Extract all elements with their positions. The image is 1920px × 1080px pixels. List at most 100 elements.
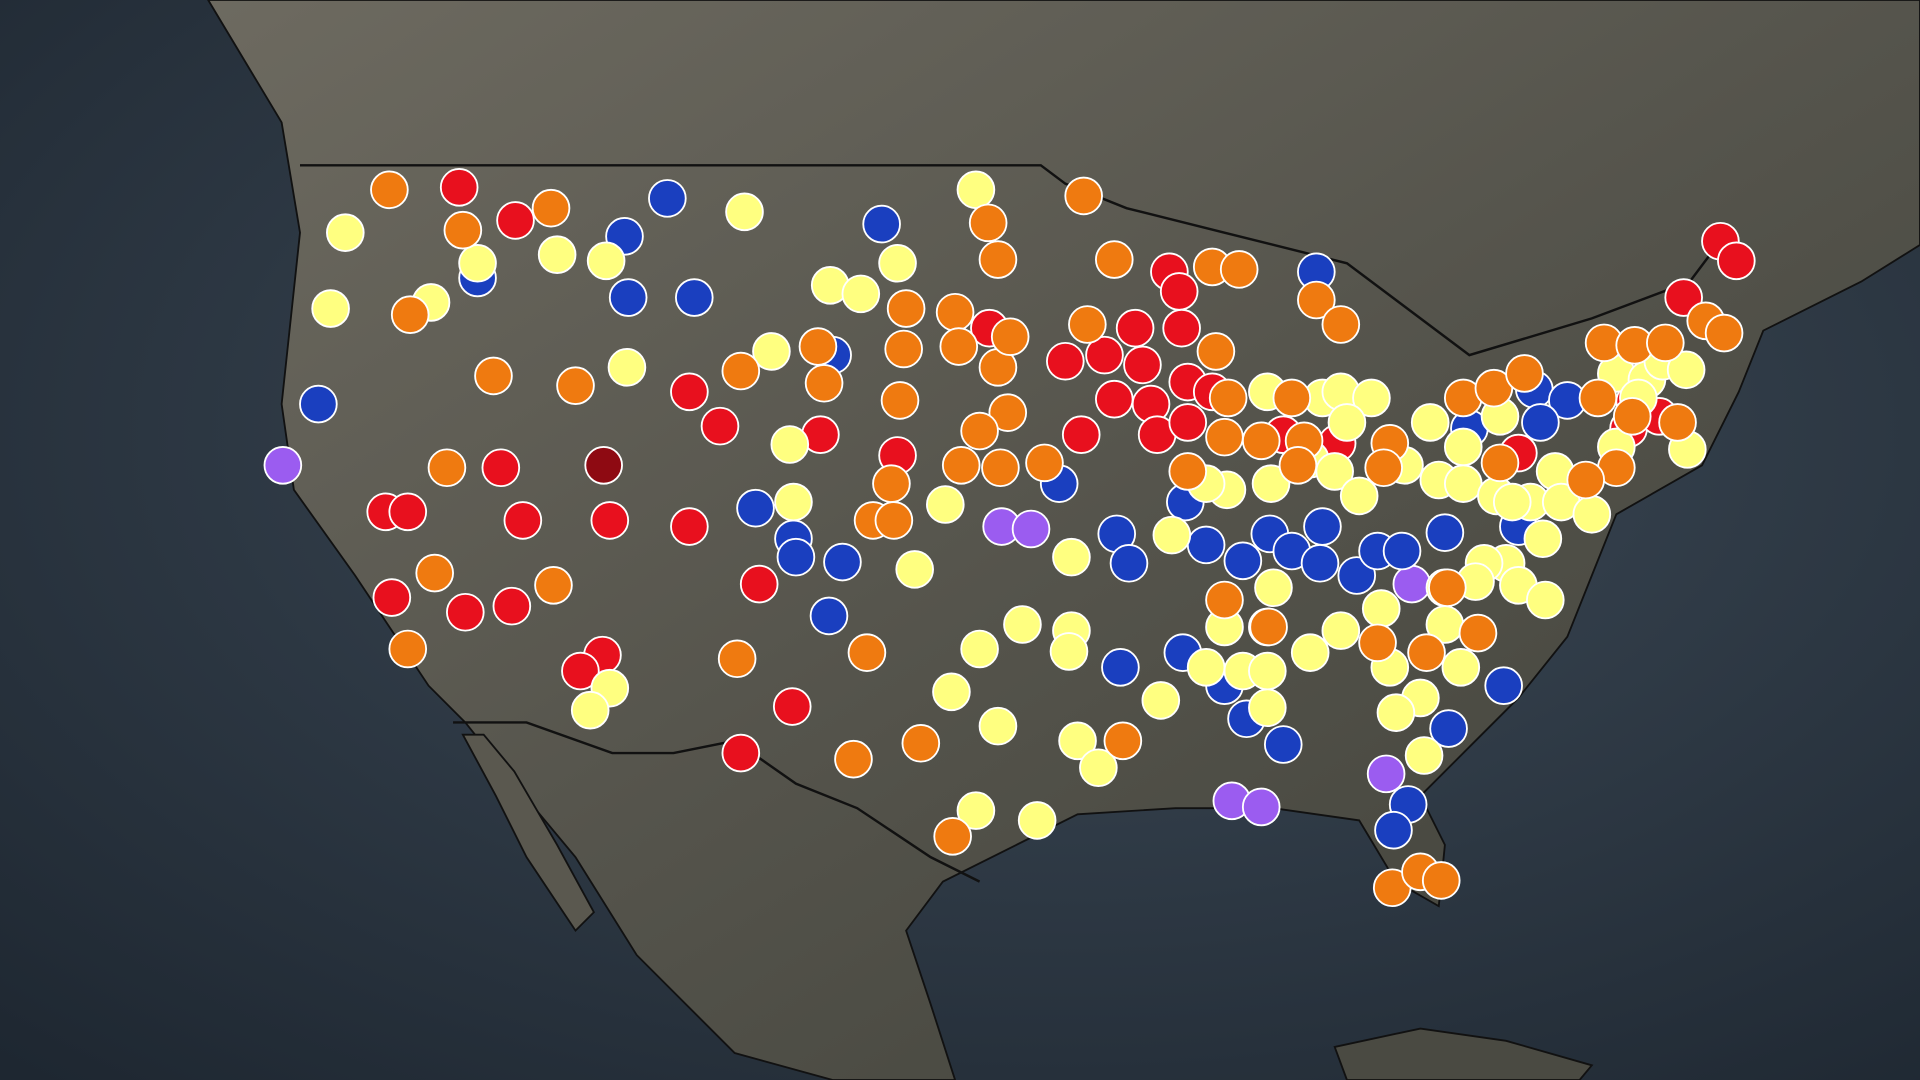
station-dot bbox=[1321, 305, 1361, 344]
station-dot bbox=[1523, 519, 1563, 559]
station-dot bbox=[968, 203, 1008, 243]
station-dot bbox=[1484, 666, 1523, 706]
station-dot bbox=[1492, 482, 1532, 522]
station-dot bbox=[725, 192, 764, 232]
station-dot bbox=[872, 464, 911, 503]
station-dot bbox=[1263, 725, 1303, 764]
station-dot bbox=[1658, 403, 1697, 442]
station-dot bbox=[1241, 421, 1281, 461]
station-dot bbox=[1241, 787, 1281, 827]
station-dot bbox=[1321, 611, 1361, 650]
station-dot bbox=[1300, 543, 1340, 583]
station-dot bbox=[1123, 345, 1162, 385]
station-dot bbox=[1666, 350, 1706, 390]
station-dot bbox=[956, 791, 996, 830]
station-dot bbox=[1425, 513, 1465, 552]
station-dot bbox=[1085, 335, 1124, 375]
station-dot bbox=[1223, 541, 1263, 581]
station-dot bbox=[721, 733, 761, 773]
station-dot bbox=[1572, 495, 1612, 534]
station-dot bbox=[956, 170, 996, 210]
station-dot bbox=[1068, 305, 1107, 344]
station-dot bbox=[752, 332, 791, 371]
station-dot bbox=[1315, 452, 1354, 491]
station-dot bbox=[901, 723, 941, 763]
station-dot bbox=[935, 292, 975, 332]
station-dot bbox=[1186, 648, 1226, 687]
station-dot bbox=[1366, 754, 1406, 794]
station-dot bbox=[847, 633, 887, 672]
station-dot bbox=[1526, 580, 1565, 620]
station-dot bbox=[1251, 464, 1291, 503]
station-dot bbox=[804, 363, 844, 403]
station-dot bbox=[1382, 531, 1422, 571]
station-dot bbox=[1196, 332, 1236, 371]
station-dot bbox=[1290, 633, 1330, 672]
station-dot bbox=[1205, 580, 1244, 620]
station-dot bbox=[770, 425, 810, 464]
station-dot bbox=[584, 446, 623, 485]
station-dot bbox=[988, 393, 1028, 432]
station-dot bbox=[531, 188, 571, 228]
station-dot bbox=[1205, 417, 1244, 457]
station-dot bbox=[874, 501, 914, 540]
station-dots bbox=[263, 168, 1756, 908]
station-dot bbox=[1103, 721, 1143, 761]
station-dot bbox=[933, 817, 972, 856]
station-dot bbox=[878, 243, 917, 283]
station-dot bbox=[1079, 748, 1118, 788]
station-dot bbox=[561, 651, 600, 691]
station-dot bbox=[834, 739, 873, 779]
cuba bbox=[1333, 1027, 1594, 1080]
station-dot bbox=[1404, 736, 1444, 775]
station-dot bbox=[1327, 403, 1367, 442]
station-dot bbox=[607, 348, 647, 387]
station-dot bbox=[1208, 378, 1248, 418]
station-dot bbox=[978, 240, 1018, 279]
station-dot bbox=[1443, 464, 1483, 503]
station-dot bbox=[823, 542, 862, 582]
station-dot bbox=[390, 295, 430, 334]
station-dot bbox=[1505, 354, 1544, 393]
station-dot bbox=[1339, 476, 1379, 516]
station-dot bbox=[978, 706, 1018, 746]
station-dot bbox=[586, 241, 626, 281]
station-dot bbox=[1303, 507, 1342, 546]
station-dot bbox=[1361, 589, 1401, 628]
station-dot bbox=[590, 501, 630, 540]
station-dot bbox=[736, 488, 775, 528]
station-dot bbox=[1429, 709, 1468, 748]
station-dot bbox=[1612, 397, 1652, 436]
station-dot bbox=[608, 278, 648, 317]
station-dot bbox=[932, 672, 971, 712]
station-dot bbox=[1052, 537, 1091, 577]
station-dot bbox=[675, 278, 714, 317]
station-dot bbox=[1407, 633, 1446, 672]
station-dot bbox=[960, 629, 999, 669]
station-dot bbox=[1168, 452, 1208, 491]
station-dot bbox=[1003, 605, 1042, 644]
station-dot bbox=[1248, 688, 1287, 728]
station-dot bbox=[370, 170, 409, 210]
station-dot bbox=[388, 629, 428, 669]
station-dot bbox=[841, 274, 881, 314]
station-dot bbox=[1443, 427, 1483, 467]
station-dot bbox=[670, 372, 709, 412]
station-dot bbox=[1025, 443, 1064, 483]
station-dot bbox=[862, 204, 901, 244]
station-dot bbox=[263, 446, 303, 485]
station-dot bbox=[1646, 323, 1685, 363]
station-dot bbox=[439, 168, 479, 207]
station-dot bbox=[939, 327, 979, 366]
station-dot bbox=[496, 201, 535, 240]
station-dot bbox=[1109, 543, 1149, 583]
station-dot bbox=[895, 550, 934, 589]
station-dot bbox=[700, 406, 740, 446]
station-dot bbox=[1095, 379, 1134, 419]
us-border bbox=[300, 164, 1728, 357]
station-dot bbox=[1017, 801, 1057, 840]
station-dot bbox=[1058, 721, 1097, 761]
station-dot bbox=[1152, 515, 1192, 555]
station-dot bbox=[446, 592, 485, 632]
